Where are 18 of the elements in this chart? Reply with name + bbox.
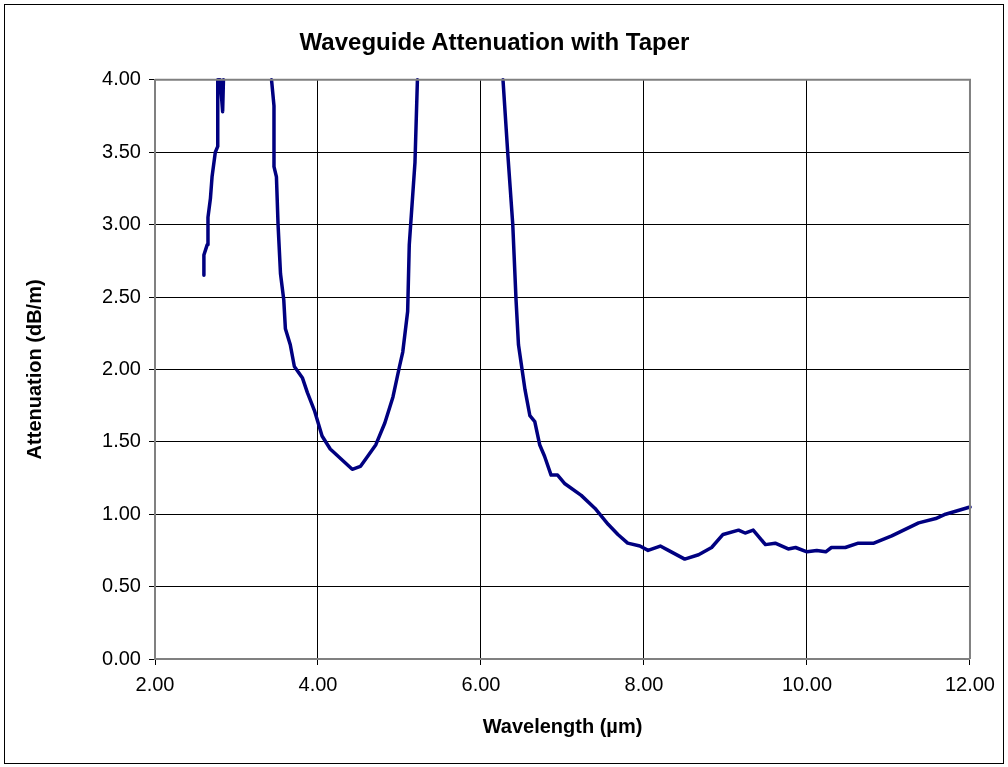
x-tick-label: 2.00 [135,672,175,695]
x-tick-label: 6.00 [461,672,501,695]
y-tick-label: 1.50 [102,429,141,452]
x-tick-label: 8.00 [624,672,664,695]
x-tick-label: 4.00 [298,672,338,695]
y-tick-label: 2.00 [102,356,141,379]
y-tick-label: 0.50 [102,574,141,597]
y-tick-label: 2.50 [102,284,141,307]
y-tick-label: 4.00 [102,67,141,90]
x-tick-label: 12.00 [944,672,996,695]
x-axis-title: Wavelength (µm) [482,714,643,737]
y-tick-label: 3.50 [102,139,141,162]
y-tick-label: 3.00 [102,212,141,235]
y-axis-title: Attenuation (dB/m) [22,279,45,460]
y-tick-label: 1.00 [102,501,141,524]
chart-title: Waveguide Attenuation with Taper [299,28,690,56]
y-tick-label: 0.00 [102,646,141,669]
x-tick-label: 10.00 [781,672,833,695]
